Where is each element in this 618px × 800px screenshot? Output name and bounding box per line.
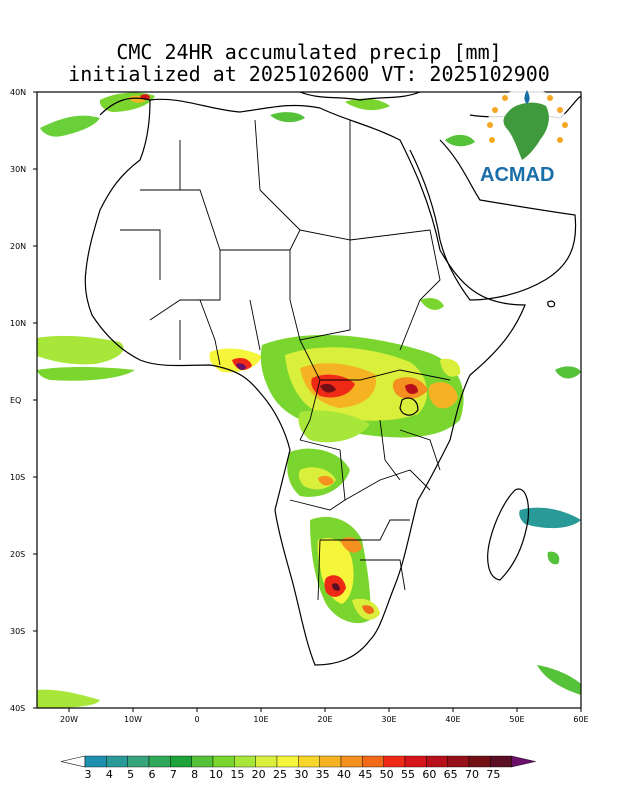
lon-label: 30E bbox=[381, 715, 396, 724]
lon-label: 20E bbox=[317, 715, 332, 724]
lat-label: 20S bbox=[10, 550, 25, 559]
lon-label: 10W bbox=[124, 715, 142, 724]
legend-swatch bbox=[170, 755, 192, 768]
legend-label: 70 bbox=[465, 768, 479, 781]
lat-label: 40N bbox=[10, 88, 26, 97]
legend-label: 60 bbox=[422, 768, 436, 781]
acmad-logo bbox=[487, 88, 568, 168]
lon-label: 10E bbox=[253, 715, 268, 724]
legend-swatch bbox=[383, 755, 406, 768]
legend-label: 25 bbox=[273, 768, 287, 781]
map-title-line2: initialized at 2025102600 VT: 2025102900 bbox=[68, 62, 550, 86]
legend-label: 30 bbox=[294, 768, 308, 781]
legend-swatch bbox=[468, 755, 491, 768]
map-title-line1: CMC 24HR accumulated precip [mm] bbox=[116, 40, 502, 64]
lat-label: 30N bbox=[10, 165, 26, 174]
lon-label: 0 bbox=[194, 715, 199, 724]
legend-swatch bbox=[148, 755, 171, 768]
legend-label: 7 bbox=[170, 768, 177, 781]
legend-swatch bbox=[490, 755, 512, 768]
legend-label: 50 bbox=[380, 768, 394, 781]
legend-swatch bbox=[212, 755, 235, 768]
legend-swatch bbox=[191, 755, 214, 768]
legend-swatch bbox=[340, 755, 363, 768]
legend-label: 8 bbox=[191, 768, 198, 781]
country-borders bbox=[120, 119, 451, 601]
legend-label: 6 bbox=[149, 768, 156, 781]
longitude-labels: 20W 10W 0 10E 20E 30E 40E 50E 60E bbox=[60, 708, 589, 724]
lon-label: 40E bbox=[445, 715, 460, 724]
legend-swatch bbox=[362, 755, 384, 768]
legend-label: 75 bbox=[486, 768, 500, 781]
legend-label: 10 bbox=[209, 768, 223, 781]
legend-label: 15 bbox=[230, 768, 244, 781]
lat-label: 20N bbox=[10, 242, 26, 251]
legend-swatch bbox=[255, 755, 278, 768]
legend-swatch bbox=[404, 755, 427, 768]
legend-swatch bbox=[84, 755, 107, 768]
lat-label: 10S bbox=[10, 473, 25, 482]
acmad-logo-text: ACMAD bbox=[480, 164, 555, 186]
latitude-labels: 40N 30N 20N 10N EQ 10S 20S 30S 40S bbox=[10, 88, 37, 713]
legend-left-arrow bbox=[60, 755, 86, 768]
legend-swatch bbox=[298, 755, 320, 768]
legend-swatch bbox=[127, 755, 150, 768]
lon-label: 20W bbox=[60, 715, 78, 724]
legend-label: 4 bbox=[106, 768, 113, 781]
legend-swatch bbox=[426, 755, 448, 768]
raindrop-icon bbox=[524, 90, 530, 104]
legend-right-arrow bbox=[511, 755, 536, 768]
legend-label: 40 bbox=[337, 768, 351, 781]
legend-label: 3 bbox=[85, 768, 92, 781]
legend-label: 5 bbox=[127, 768, 134, 781]
legend-swatch bbox=[106, 755, 128, 768]
legend-swatch bbox=[276, 755, 299, 768]
lat-label: 30S bbox=[10, 627, 25, 636]
legend-label: 45 bbox=[358, 768, 372, 781]
lat-label: 10N bbox=[10, 319, 26, 328]
legend-label: 65 bbox=[444, 768, 458, 781]
legend-swatch bbox=[234, 755, 256, 768]
legend-swatch bbox=[319, 755, 342, 768]
legend-label: 35 bbox=[316, 768, 330, 781]
lat-label: EQ bbox=[10, 396, 21, 405]
legend-swatch bbox=[447, 755, 470, 768]
lon-label: 50E bbox=[509, 715, 524, 724]
legend-label: 20 bbox=[252, 768, 266, 781]
lat-label: 40S bbox=[10, 704, 25, 713]
legend-label: 55 bbox=[401, 768, 415, 781]
precip-overlay bbox=[37, 92, 581, 708]
lon-label: 60E bbox=[573, 715, 588, 724]
